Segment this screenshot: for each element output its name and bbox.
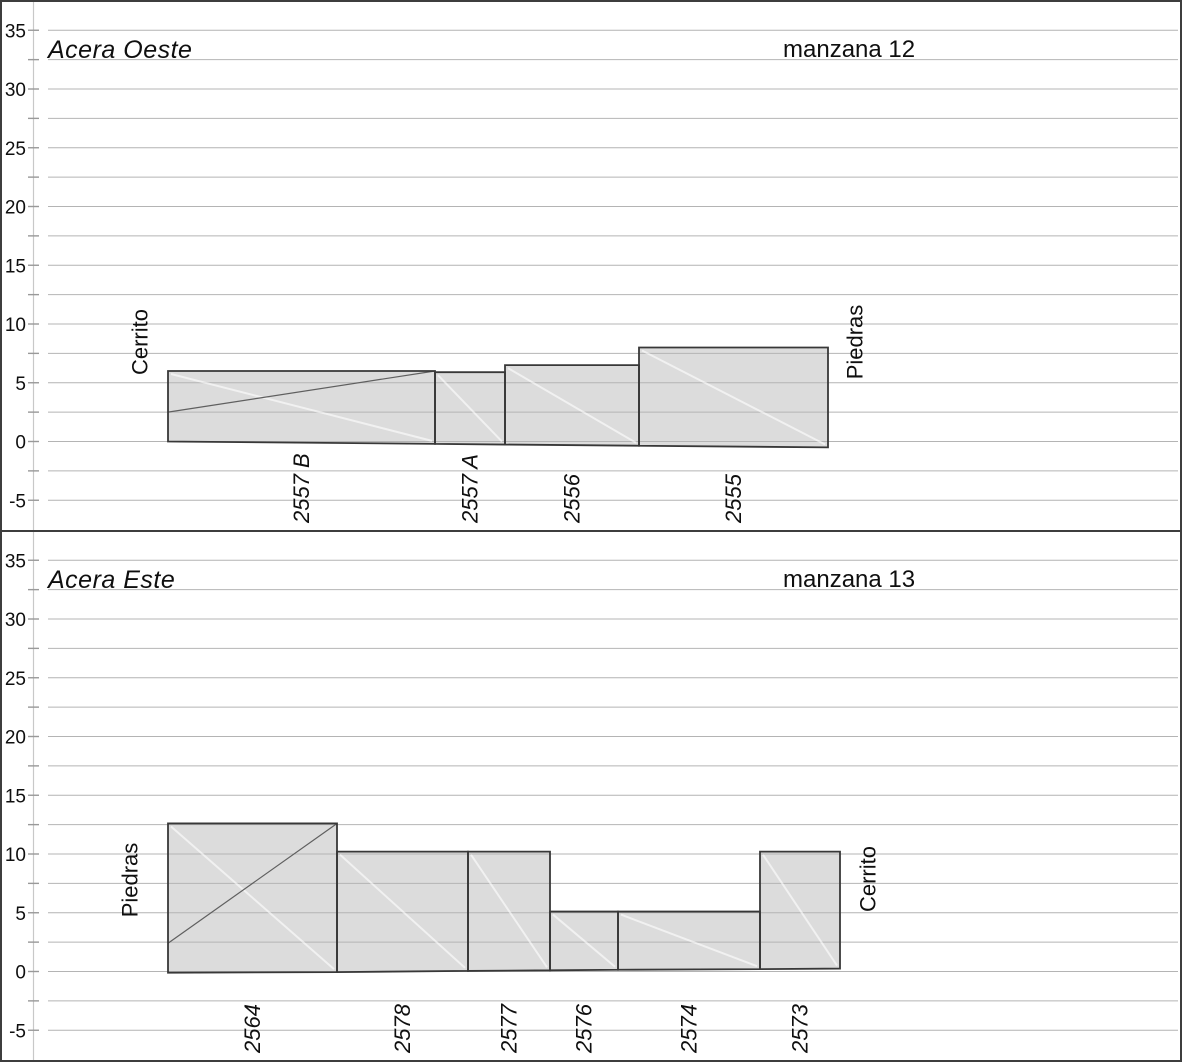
lot-label-2564: 2564: [240, 1004, 265, 1054]
y-tick-label-5: 5: [15, 904, 26, 925]
panel-title-este: Acera Este: [48, 566, 176, 594]
y-tick-label-30: 30: [5, 80, 26, 101]
sheen-line-2576: [552, 913, 616, 968]
y-tick-label-15: 15: [5, 786, 26, 807]
y-tick-label--5: -5: [9, 491, 26, 512]
lot-label-2576: 2576: [572, 1003, 597, 1054]
y-tick-label-0: 0: [15, 433, 26, 454]
sheen-line-2557-a: [437, 374, 503, 443]
bar-outline-2555: [638, 346, 829, 449]
y-tick-label-35: 35: [5, 551, 26, 572]
street-label-piedras: Piedras: [843, 305, 868, 380]
lot-label-2577: 2577: [497, 1003, 522, 1054]
panel-acera-este: Acera Este manzana 13 35 30 25 20 15 10 5 0 -5 Pi…: [2, 532, 1180, 1060]
lot-label-2557-b: 2557 B: [289, 453, 314, 524]
y-tick-label-10: 10: [5, 315, 26, 336]
bar-outline-2573: [759, 850, 841, 971]
sheen-line-2578: [339, 853, 466, 969]
panel-title-oeste: Acera Oeste: [48, 36, 193, 64]
party-wall-line-2564: [167, 822, 338, 944]
y-tick-label-20: 20: [5, 198, 26, 219]
panel-acera-oeste: Acera Oeste manzana 12 35 30 25 20 15 10 5 0 -5 C…: [2, 2, 1180, 532]
sheen-line-2557-b: [170, 373, 433, 442]
y-tick-label-10: 10: [5, 845, 26, 866]
sheen-line-2564: [170, 825, 335, 970]
street-label-cerrito: Cerrito: [856, 846, 881, 912]
sheen-line-2555: [641, 349, 826, 446]
street-label-cerrito: Cerrito: [128, 309, 153, 375]
y-tick-label-25: 25: [5, 669, 26, 690]
street-label-piedras: Piedras: [118, 843, 143, 918]
y-tick-label-30: 30: [5, 610, 26, 631]
lot-label-2555: 2555: [721, 473, 746, 524]
lot-label-2556: 2556: [560, 473, 585, 524]
y-tick-label-15: 15: [5, 256, 26, 277]
y-tick-label-5: 5: [15, 374, 26, 395]
block-label-manzana-13: manzana 13: [783, 566, 916, 593]
y-tick-label-0: 0: [15, 963, 26, 984]
lot-label-2578: 2578: [390, 1003, 415, 1054]
lot-label-2574: 2574: [677, 1004, 702, 1054]
lot-label-2557-a: 2557 A: [458, 454, 483, 524]
y-tick-label--5: -5: [9, 1021, 26, 1042]
lot-label-2573: 2573: [788, 1003, 813, 1054]
party-wall-line-2557-b: [167, 370, 436, 413]
sheen-line-2573: [762, 854, 838, 967]
y-tick-label-20: 20: [5, 728, 26, 749]
chart-canvas-este: 35 30 25 20 15 10 5 0 -5 Piedras Cerrito 2564 2578 25…: [5, 532, 1178, 1060]
sheen-line-2577: [470, 854, 548, 968]
y-tick-label-35: 35: [5, 21, 26, 42]
sheen-line-2574: [620, 913, 758, 968]
block-label-manzana-12: manzana 12: [783, 36, 916, 63]
sheen-line-2556: [507, 367, 637, 444]
y-tick-label-25: 25: [5, 139, 26, 160]
chart-canvas-oeste: 35 30 25 20 15 10 5 0 -5 Cerrito Piedras 2557 B 2557…: [5, 2, 1178, 530]
